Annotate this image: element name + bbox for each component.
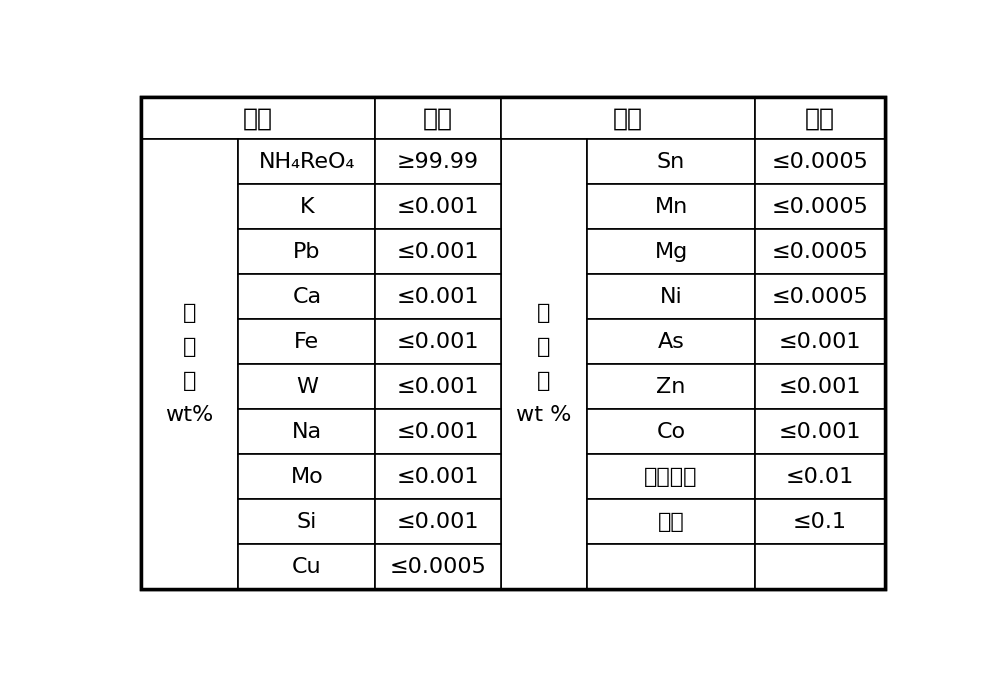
Text: 项目: 项目 [243, 106, 273, 131]
Text: ≤0.0005: ≤0.0005 [771, 241, 868, 262]
Bar [238, 499, 375, 545]
Bar [238, 409, 375, 454]
Text: 水分: 水分 [658, 512, 684, 532]
Bar [587, 184, 755, 229]
Text: ≤0.001: ≤0.001 [397, 467, 479, 487]
Bar [238, 139, 375, 184]
Bar [238, 184, 375, 229]
Text: NH₄ReO₄: NH₄ReO₄ [259, 152, 355, 171]
Bar [375, 139, 501, 184]
Bar [375, 454, 501, 499]
Bar [755, 274, 885, 320]
Bar [755, 184, 885, 229]
Bar [587, 229, 755, 274]
Bar [587, 139, 755, 184]
Text: Sn: Sn [657, 152, 685, 171]
Bar [238, 545, 375, 590]
Bar [375, 409, 501, 454]
Bar [501, 139, 587, 590]
Text: ≤0.001: ≤0.001 [397, 287, 479, 307]
Text: 位: 位 [183, 337, 196, 357]
Bar [375, 364, 501, 409]
Text: As: As [658, 332, 685, 352]
Bar [755, 454, 885, 499]
Text: ≤0.001: ≤0.001 [397, 512, 479, 532]
Bar [755, 409, 885, 454]
Bar [501, 97, 755, 139]
Bar [755, 229, 885, 274]
Text: wt %: wt % [516, 405, 572, 426]
Text: Si: Si [297, 512, 317, 532]
Bar [238, 320, 375, 364]
Text: ≤0.001: ≤0.001 [779, 332, 861, 352]
Text: ≤0.001: ≤0.001 [397, 197, 479, 217]
Bar [375, 274, 501, 320]
Bar [587, 364, 755, 409]
Text: 标准: 标准 [805, 106, 835, 131]
Text: ≤0.001: ≤0.001 [397, 422, 479, 442]
Text: ≥99.99: ≥99.99 [397, 152, 479, 171]
Text: ：: ： [183, 371, 196, 391]
Bar [587, 545, 755, 590]
Bar [238, 454, 375, 499]
Bar [375, 229, 501, 274]
Bar [238, 274, 375, 320]
Bar [755, 499, 885, 545]
Text: ≤0.0005: ≤0.0005 [771, 197, 868, 217]
Text: Zn: Zn [656, 377, 686, 397]
Bar [587, 499, 755, 545]
Bar [375, 545, 501, 590]
Bar [755, 364, 885, 409]
Text: Mg: Mg [654, 241, 688, 262]
Bar [755, 97, 885, 139]
Text: Na: Na [292, 422, 322, 442]
Bar [755, 545, 885, 590]
Text: ≤0.001: ≤0.001 [397, 332, 479, 352]
Bar [755, 139, 885, 184]
Text: Co: Co [657, 422, 686, 442]
Bar [755, 320, 885, 364]
Bar [375, 97, 501, 139]
Text: ≤0.1: ≤0.1 [793, 512, 847, 532]
Text: Fe: Fe [294, 332, 319, 352]
Text: Cu: Cu [292, 557, 322, 577]
Bar [375, 320, 501, 364]
Text: ≤0.001: ≤0.001 [779, 422, 861, 442]
Text: ≤0.001: ≤0.001 [779, 377, 861, 397]
Text: ≤0.0005: ≤0.0005 [771, 152, 868, 171]
Text: 标准: 标准 [423, 106, 453, 131]
Text: ：: ： [537, 371, 551, 391]
Text: Pb: Pb [293, 241, 321, 262]
Text: ≤0.001: ≤0.001 [397, 241, 479, 262]
Text: wt%: wt% [165, 405, 214, 426]
Bar [238, 229, 375, 274]
Bar [587, 454, 755, 499]
Text: W: W [296, 377, 318, 397]
Bar [375, 184, 501, 229]
Text: 位: 位 [537, 337, 551, 357]
Text: 单: 单 [537, 303, 551, 323]
Bar [238, 364, 375, 409]
Text: ≤0.0005: ≤0.0005 [390, 557, 487, 577]
Text: Mn: Mn [654, 197, 688, 217]
Text: 单: 单 [183, 303, 196, 323]
Text: ≤0.01: ≤0.01 [786, 467, 854, 487]
Bar [587, 409, 755, 454]
Bar [140, 97, 375, 139]
Bar [375, 499, 501, 545]
Bar [587, 274, 755, 320]
Text: ≤0.0005: ≤0.0005 [771, 287, 868, 307]
Text: 杂质总和: 杂质总和 [644, 467, 698, 487]
Text: 项目: 项目 [613, 106, 643, 131]
Text: ≤0.001: ≤0.001 [397, 377, 479, 397]
Text: Ni: Ni [660, 287, 682, 307]
Bar [587, 320, 755, 364]
Text: K: K [300, 197, 314, 217]
Text: Mo: Mo [291, 467, 323, 487]
Bar [140, 139, 238, 590]
Text: Ca: Ca [292, 287, 321, 307]
